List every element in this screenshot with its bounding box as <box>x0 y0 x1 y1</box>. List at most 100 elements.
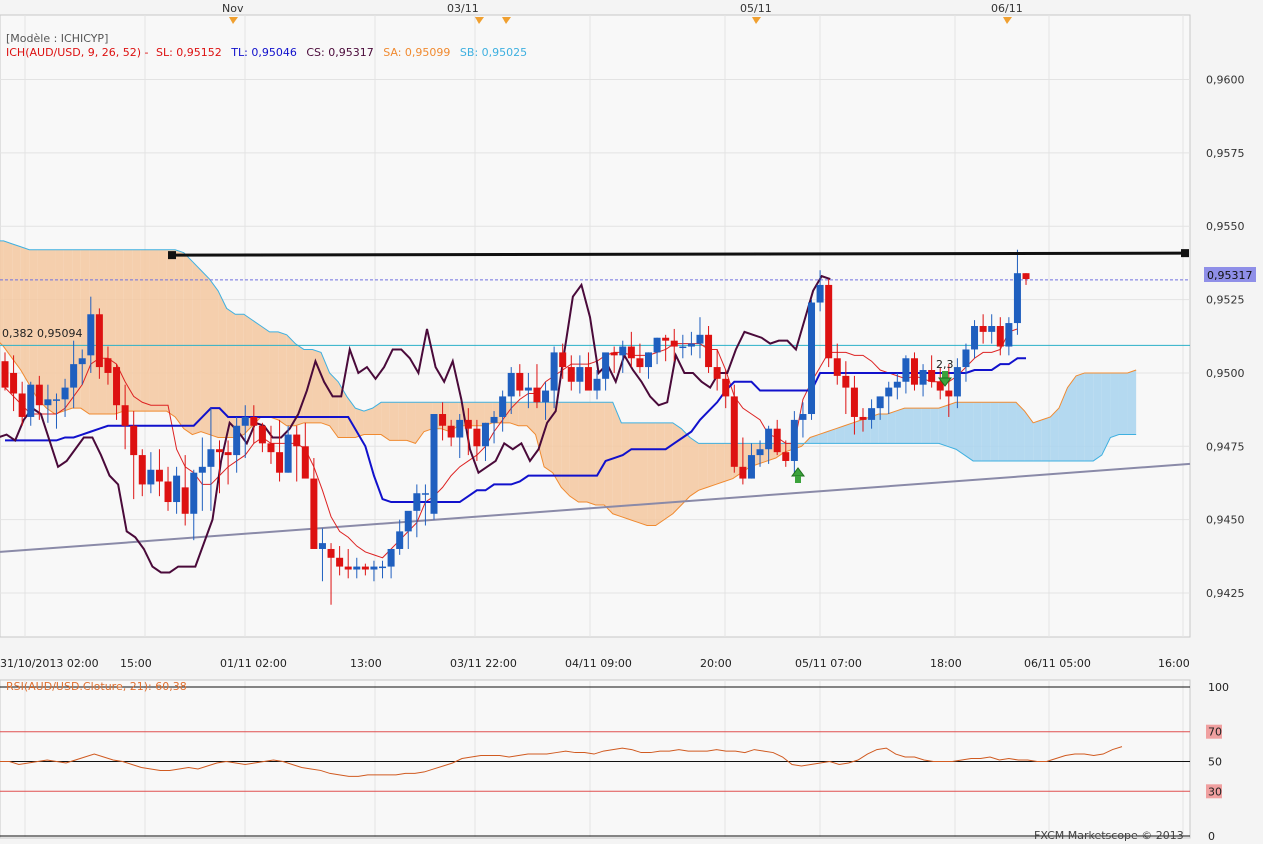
cloud-segment <box>321 352 330 426</box>
cloud-segment <box>724 443 733 482</box>
candle-body <box>928 370 936 382</box>
cloud-segment <box>63 249 73 412</box>
rsi-plot-area[interactable] <box>0 679 1191 839</box>
ich-label: ICH(AUD/USD, 9, 26, 52) - <box>6 46 149 59</box>
candle-body <box>825 284 833 359</box>
candle-body <box>687 343 695 347</box>
candle-body <box>173 475 181 503</box>
candle-body <box>833 358 841 376</box>
candles <box>1 249 1030 605</box>
cloud-segment <box>398 402 407 441</box>
cloud-segment <box>1118 372 1128 435</box>
cloud-segment <box>818 431 828 444</box>
candle-body <box>713 367 721 379</box>
cloud-segment <box>990 402 999 461</box>
cloud-segment <box>1033 419 1042 461</box>
cloud-segment <box>861 416 871 444</box>
cloud-segment <box>12 243 21 371</box>
rsi-tick-label: 30 <box>1208 785 1222 798</box>
cloud-segment <box>544 402 553 473</box>
indicator-legend: ICH(AUD/USD, 9, 26, 52) - SL: 0,95152 TL… <box>6 46 527 59</box>
candle-body <box>447 425 455 438</box>
candle-body <box>61 387 69 400</box>
ichimoku-cloud <box>0 240 1137 527</box>
resistance-line <box>171 251 1186 257</box>
cloud-segment <box>1101 372 1111 456</box>
candle-body <box>250 416 258 426</box>
candle-body <box>696 334 704 344</box>
cloud-segment <box>381 402 390 441</box>
candle-body <box>370 566 378 570</box>
candle-body <box>765 428 773 450</box>
top-axis-label-nov: Nov <box>222 2 244 15</box>
candle-body <box>885 387 893 397</box>
candle-body <box>396 531 404 549</box>
candle-body <box>27 384 35 417</box>
candle-body <box>387 548 395 567</box>
x-tick-label: 05/11 07:00 <box>795 657 862 670</box>
candle-body <box>919 370 927 385</box>
senkou-span-a-line <box>0 342 1137 527</box>
cloud-segment <box>132 249 141 412</box>
candle-body <box>619 346 627 356</box>
cloud-segment <box>904 408 914 444</box>
candle-body <box>233 425 241 456</box>
candle-body <box>722 378 730 397</box>
candle-body <box>481 422 489 447</box>
rsi-level-badge <box>1206 724 1222 739</box>
cloud-segment <box>226 308 236 438</box>
candle-body <box>490 416 498 423</box>
cloud-segment <box>973 402 982 461</box>
cloud-segment <box>998 402 1008 461</box>
rsi-line <box>0 746 1123 777</box>
candle-body <box>936 381 944 391</box>
candle-body <box>35 384 43 406</box>
rsi-title: RSI(AUD/USD.Cloture, 21): 60,38 <box>6 680 187 693</box>
cloud-segment <box>218 290 227 438</box>
y-tick-label: 0,9500 <box>1206 367 1245 380</box>
candle-body <box>705 334 713 368</box>
cloud-segment <box>621 422 630 520</box>
cloud-segment <box>1067 375 1077 461</box>
cloud-segment <box>1041 416 1051 461</box>
candle-body <box>636 358 644 368</box>
candle-body <box>413 493 421 511</box>
cloud-segment <box>681 428 690 505</box>
footer-credit: FXCM Marketscope © 2013 <box>1034 829 1184 842</box>
cloud-segment <box>209 279 219 438</box>
cloud-segment <box>509 402 519 426</box>
cloud-segment <box>37 249 47 409</box>
candle-body <box>456 419 464 438</box>
candle-body <box>988 326 996 332</box>
x-tick-label: 13:00 <box>350 657 382 670</box>
trend-line <box>0 462 1191 553</box>
cloud-segment <box>312 349 322 423</box>
cloud-segment <box>844 422 853 444</box>
candle-body <box>258 425 266 444</box>
candle-body <box>645 352 652 368</box>
cloud-segment <box>295 343 304 426</box>
candle-body <box>207 449 215 467</box>
candle-body <box>353 566 361 570</box>
cloud-segment <box>200 270 210 435</box>
cloud-segment <box>887 411 896 444</box>
x-tick-label: 16:00 <box>1158 657 1190 670</box>
y-tick-label: 0,9525 <box>1206 294 1245 307</box>
session-marker-icon <box>1003 17 1012 24</box>
x-tick-label: 03/11 22:00 <box>450 657 517 670</box>
y-tick-label: 0,9600 <box>1206 74 1245 87</box>
candle-body <box>78 358 86 365</box>
candle-body <box>533 387 541 403</box>
candle-body <box>971 326 979 350</box>
cloud-segment <box>286 334 296 426</box>
y-tick-label: 0,9425 <box>1206 587 1245 600</box>
cloud-segment <box>638 422 648 526</box>
drawings <box>168 249 1189 260</box>
sb-label: SB: 0,95025 <box>460 46 527 59</box>
candle-body <box>379 566 387 569</box>
candle-body <box>421 493 429 495</box>
cloud-segment <box>1127 370 1137 435</box>
candle-body <box>859 416 867 420</box>
candle-body <box>473 428 481 447</box>
